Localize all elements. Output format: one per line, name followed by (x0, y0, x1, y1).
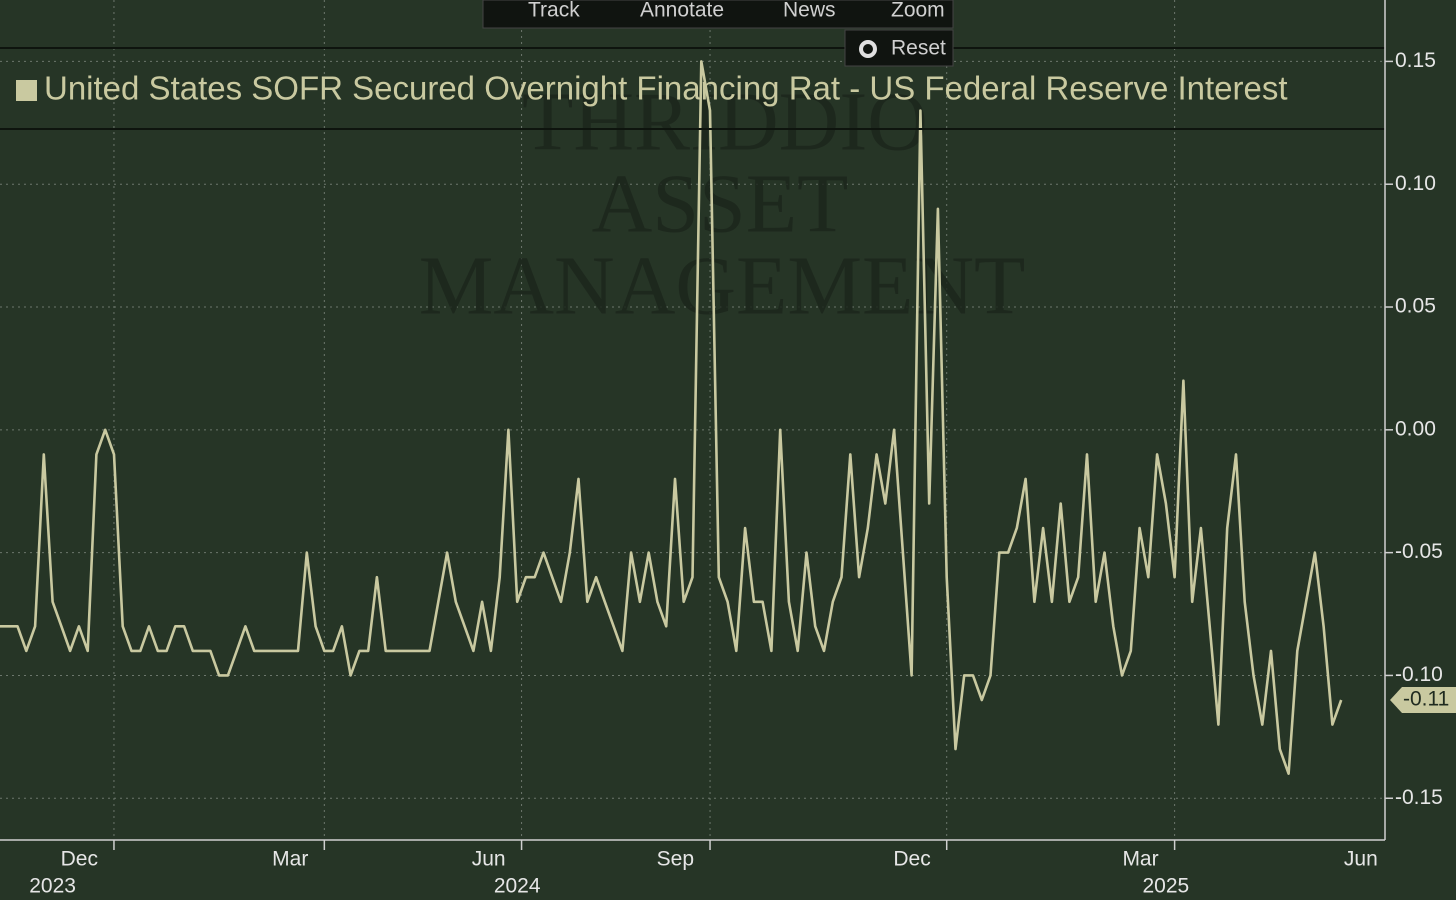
x-tick-label: Dec (893, 848, 930, 871)
x-tick-label: Jun (472, 848, 506, 871)
legend-label: United States SOFR Secured Overnight Fin… (44, 70, 1288, 107)
last-value-tag (1390, 687, 1456, 713)
x-tick-label: Sep (657, 848, 694, 871)
line (0, 60, 1343, 775)
button-label[interactable]: Reset (891, 37, 946, 60)
x-tick-label: Mar (272, 848, 308, 871)
y-tick-label: 0.15 (1395, 49, 1436, 72)
legend: United States SOFR Secured Overnight Fin… (16, 70, 1288, 107)
annotate-button[interactable]: Annotate (640, 0, 724, 22)
y-tick-label: -0.05 (1395, 540, 1443, 563)
x-tick-label: Mar (1122, 848, 1158, 871)
button-label[interactable]: Annotate (640, 0, 724, 22)
y-tick-label: 0.10 (1395, 172, 1436, 195)
series (0, 60, 1343, 775)
x-tick-label: Jun (1344, 848, 1378, 871)
reset-button[interactable]: Reset (859, 37, 946, 60)
year-label: 2023 (29, 875, 76, 898)
button-label[interactable]: Track (528, 0, 580, 22)
reset-icon[interactable] (859, 40, 877, 58)
y-tick-label: 0.00 (1395, 417, 1436, 440)
zoom-button[interactable]: Zoom (891, 0, 945, 22)
track-button[interactable]: Track (528, 0, 580, 22)
y-tick-label: 0.05 (1395, 295, 1436, 318)
news-button[interactable]: News (783, 0, 836, 22)
year-label: 2025 (1142, 875, 1189, 898)
x-tick-label: Dec (61, 848, 98, 871)
last-value-label: -0.11 (1403, 688, 1449, 711)
watermark-line: THRIDDIO (522, 75, 928, 168)
button-label[interactable]: Zoom (891, 0, 945, 22)
legend-swatch (16, 80, 37, 101)
toolbar: Track Annotate News Zoom Reset (482, 0, 954, 67)
year-label: 2024 (494, 875, 541, 898)
watermark-line: ASSET (592, 157, 849, 250)
y-tick-label: -0.10 (1395, 663, 1443, 686)
toolbar-bg (482, 0, 954, 29)
y-tick-label: -0.15 (1395, 786, 1443, 809)
button-label[interactable]: News (783, 0, 836, 22)
